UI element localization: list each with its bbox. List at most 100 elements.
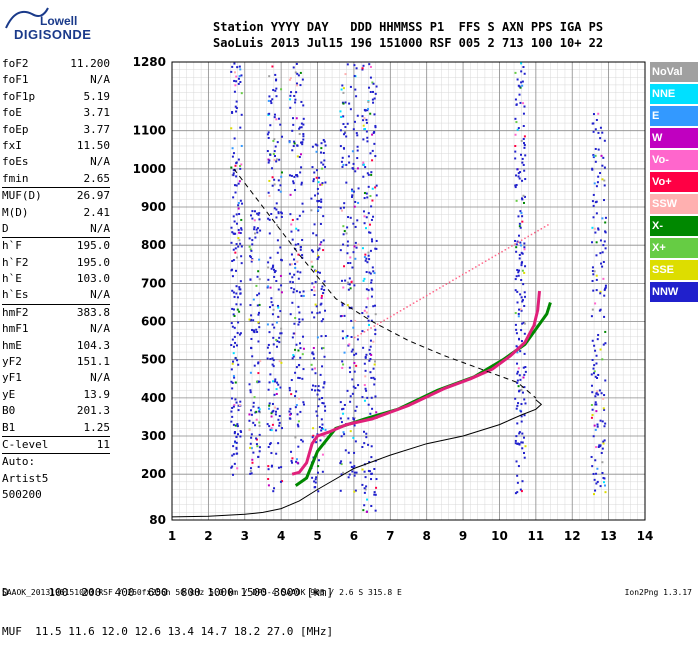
echo-point (353, 361, 356, 364)
echo-point (275, 279, 278, 282)
echo-point (239, 242, 242, 245)
echo-point (298, 311, 301, 314)
echo-point (520, 62, 523, 65)
echo-point (370, 478, 373, 481)
echo-point (276, 340, 279, 343)
echo-point (235, 285, 238, 288)
echo-point (591, 226, 594, 229)
echo-point (498, 252, 500, 255)
echo-point (352, 326, 355, 329)
echo-point (364, 488, 367, 491)
echo-point (591, 122, 594, 125)
echo-point (594, 201, 597, 204)
echo-point (372, 376, 375, 379)
param-row: fxI 11.50 (2, 138, 110, 154)
echo-point (293, 258, 296, 261)
echo-point (537, 229, 539, 232)
echo-point (291, 457, 294, 460)
echo-point (235, 184, 238, 187)
param-name: foF1p (2, 89, 36, 103)
echo-point (281, 480, 284, 483)
echo-point (355, 352, 358, 355)
echo-point (296, 413, 299, 416)
echo-point (230, 70, 233, 73)
echo-point (295, 390, 298, 393)
echo-point (595, 446, 598, 449)
echo-point (594, 489, 597, 492)
echo-point (272, 308, 275, 311)
echo-point (238, 231, 241, 234)
echo-point (355, 471, 358, 474)
echo-point (232, 152, 235, 155)
echo-point (301, 202, 304, 205)
echo-point (355, 67, 358, 70)
echo-point (592, 493, 595, 496)
echo-point (235, 436, 238, 439)
echo-point (604, 284, 607, 287)
echo-point (280, 466, 283, 469)
echo-point (234, 71, 237, 74)
echo-point (323, 355, 326, 358)
echo-point (521, 480, 524, 483)
echo-point (365, 118, 368, 121)
echo-point (352, 416, 355, 419)
echo-point (603, 179, 606, 182)
x-tick-label: 13 (600, 529, 617, 543)
echo-point (271, 167, 274, 170)
echo-point (523, 72, 526, 75)
echo-point (523, 386, 526, 389)
echo-point (593, 155, 596, 158)
echo-point (514, 243, 516, 245)
param-separator (2, 435, 110, 437)
echo-point (520, 251, 523, 254)
echo-point (293, 175, 296, 178)
echo-point (368, 231, 371, 234)
echo-point (342, 87, 345, 90)
echo-point (346, 389, 349, 392)
echo-point (363, 362, 366, 365)
echo-point (602, 442, 605, 445)
echo-point (353, 284, 356, 287)
echo-point (593, 344, 596, 347)
param-row: Artist5 (2, 471, 110, 487)
echo-point (237, 245, 240, 248)
echo-point (523, 142, 526, 145)
echo-point (233, 295, 236, 298)
echo-point (293, 142, 296, 145)
lowell-digisonde-logo: Lowell DIGISONDE (2, 2, 152, 50)
echo-point (298, 133, 301, 136)
header-line1: Station YYYY DAY DDD HHMMSS P1 FFS S AXN… (213, 20, 604, 34)
echo-point (235, 441, 238, 444)
echo-point (267, 278, 270, 281)
echo-point (234, 341, 237, 344)
echo-point (594, 459, 597, 462)
echo-point (604, 491, 607, 494)
echo-point (341, 165, 344, 168)
echo-point (289, 413, 292, 416)
param-name: foEs (2, 155, 29, 169)
echo-point (604, 422, 607, 425)
echo-point (317, 490, 320, 493)
echo-point (351, 266, 354, 269)
echo-point (288, 78, 291, 81)
echo-point (301, 78, 304, 81)
echo-point (275, 392, 278, 395)
echo-point (367, 403, 370, 406)
echo-point (230, 466, 233, 469)
echo-point (272, 359, 275, 362)
echo-point (278, 336, 281, 339)
y-tick-label: 1280 (133, 55, 166, 69)
echo-point (369, 90, 372, 93)
echo-point (311, 311, 314, 314)
echo-point (597, 227, 600, 230)
echo-point (593, 270, 596, 273)
echo-point (318, 389, 321, 392)
param-name: D (2, 221, 9, 235)
echo-point (412, 302, 415, 304)
echo-point (316, 393, 319, 396)
echo-point (256, 304, 259, 307)
echo-point (344, 101, 347, 104)
echo-point (235, 243, 238, 246)
echo-point (268, 443, 271, 446)
echo-point (250, 447, 253, 450)
